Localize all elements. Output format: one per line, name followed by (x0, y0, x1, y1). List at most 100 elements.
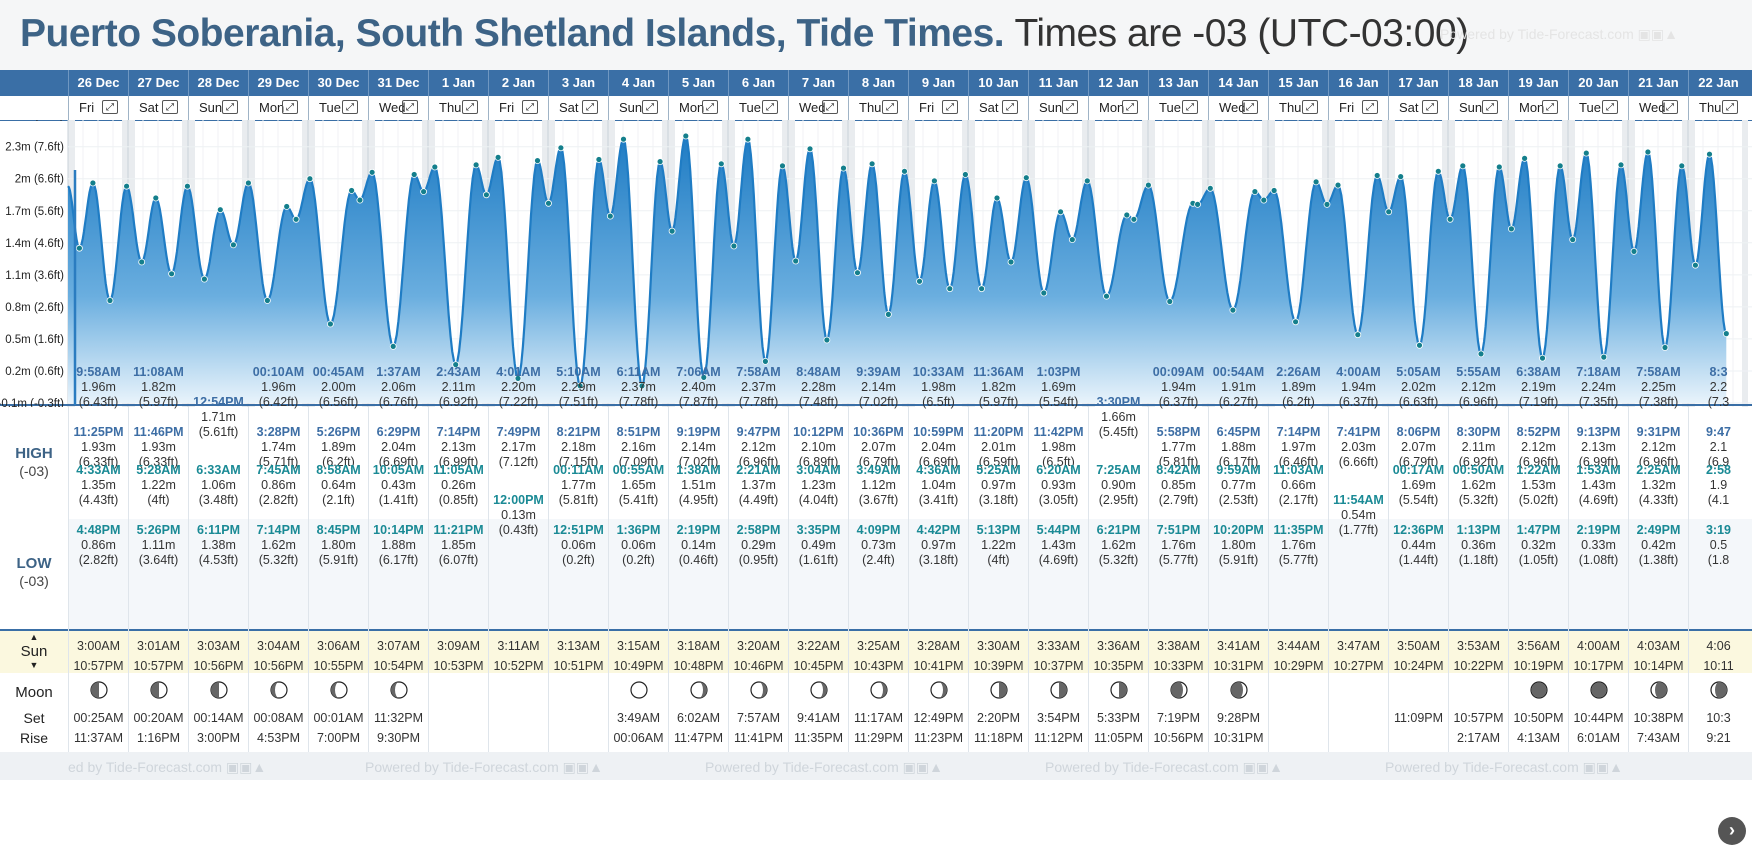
moonset-time: 00:25AM (73, 711, 124, 725)
high-tide-time: 10:33AM (912, 365, 965, 379)
date-cell: 30 Dec (308, 70, 368, 96)
low-tide-entry: 10:05AM 0.43m (1.41ft) (369, 463, 428, 508)
tide-chart-svg: -0.1m (-0.3ft) 0.2m (0.6ft) 0.5m (1.6ft) 0.… (0, 110, 1752, 410)
low-tide-entry: 6:11PM 1.38m (4.53ft) (189, 523, 248, 568)
expand-day-icon[interactable]: ⤢ (582, 100, 598, 114)
high-tide-height-ft: (6.37ft) (1338, 395, 1379, 409)
day-column: 8:48AM 2.28m (7.48ft) 10:12PM 2.10m (6.89ft) 3… (788, 365, 848, 752)
low-tide-time: 4:09PM (856, 523, 901, 537)
weekday-name: Thu (439, 100, 462, 115)
sunset-arrow-icon: ▼ (29, 660, 39, 670)
next-page-button[interactable]: › (1718, 817, 1746, 845)
expand-day-icon[interactable]: ⤢ (402, 100, 418, 114)
high-tide-height-m: 2.10m (801, 440, 836, 454)
title-location: Puerto Soberania, South Shetland Islands… (20, 12, 1005, 55)
expand-day-icon[interactable]: ⤢ (1722, 100, 1738, 114)
expand-day-icon[interactable]: ⤢ (102, 100, 118, 114)
high-tide-height-ft: (7.15ft) (558, 455, 599, 469)
low-tide-entry: 4:36AM 1.04m (3.41ft) (909, 463, 968, 508)
sunset-time: 10:56PM (253, 659, 304, 673)
expand-day-icon[interactable]: ⤢ (642, 100, 658, 114)
moonrise-time: 11:12PM (1033, 731, 1084, 745)
expand-day-icon[interactable]: ⤢ (1422, 100, 1438, 114)
expand-day-icon[interactable]: ⤢ (1242, 100, 1258, 114)
expand-day-icon[interactable]: ⤢ (1122, 100, 1138, 114)
expand-day-icon[interactable]: ⤢ (762, 100, 778, 114)
day-column: 7:58AM 2.37m (7.78ft) 9:47PM 2.12m (6.96ft) 2:… (728, 365, 788, 752)
sunset-time: 10:22PM (1453, 659, 1504, 673)
expand-day-icon[interactable]: ⤢ (1482, 100, 1498, 114)
expand-day-icon[interactable]: ⤢ (342, 100, 358, 114)
low-tide-time: 1:13PM (1456, 523, 1501, 537)
low-tide-entry: 6:20AM 0.93m (3.05ft) (1029, 463, 1088, 508)
tide-extreme-point (76, 244, 83, 252)
expand-day-icon[interactable]: ⤢ (702, 100, 718, 114)
sunrise-time: 3:41AM (1216, 639, 1261, 653)
high-tide-height-m: 1.82m (981, 380, 1016, 394)
low-tide-time: 10:05AM (372, 463, 425, 477)
expand-day-icon[interactable]: ⤢ (1602, 100, 1618, 114)
low-tide-entry: 5:44PM 1.43m (4.69ft) (1029, 523, 1088, 568)
weekday-cell: Mon ⤢ (668, 96, 728, 120)
day-column: 10:33AM 1.98m (6.5ft) 10:59PM 2.04m (6.69ft) 4… (908, 365, 968, 752)
expand-day-icon[interactable]: ⤢ (882, 100, 898, 114)
weekday-cell: Thu ⤢ (1688, 96, 1748, 120)
tide-extreme-point (762, 357, 769, 365)
expand-day-icon[interactable]: ⤢ (282, 100, 298, 114)
expand-day-icon[interactable]: ⤢ (1362, 100, 1378, 114)
high-tide-time: 9:47 (1705, 425, 1732, 439)
high-tide-height-ft: (7.35ft) (1578, 395, 1619, 409)
low-tide-entry: 9:59AM 0.77m (2.53ft) (1209, 463, 1268, 508)
low-tide-time: 12:00PM (493, 493, 544, 507)
sunrise-time: 3:56AM (1516, 639, 1561, 653)
weekday-name: Sat (1399, 100, 1419, 115)
expand-day-icon[interactable]: ⤢ (522, 100, 538, 114)
day-column: 2:43AM 2.11m (6.92ft) 7:14PM 2.13m (6.99ft) 11… (428, 365, 488, 752)
high-tide-entry: 2:26AM 1.89m (6.2ft) (1269, 365, 1328, 410)
expand-day-icon[interactable]: ⤢ (222, 100, 238, 114)
weekday-name: Thu (1699, 100, 1722, 115)
low-tide-entry: 11:35PM 1.76m (5.77ft) (1269, 523, 1328, 568)
tide-extreme-point (1123, 211, 1131, 219)
high-tide-height-ft: (6.33ft) (78, 455, 119, 469)
expand-day-icon[interactable]: ⤢ (1662, 100, 1678, 114)
low-tide-height-ft: (5.91ft) (318, 553, 359, 567)
low-tide-entry: 11:05AM 0.26m (0.85ft) (429, 463, 488, 508)
moonrise-time: 10:31PM (1213, 731, 1264, 745)
low-tide-entry: 00:50AM 1.62m (5.32ft) (1449, 463, 1508, 508)
low-tide-time: 2:49PM (1636, 523, 1681, 537)
expand-day-icon[interactable]: ⤢ (942, 100, 958, 114)
expand-day-icon[interactable]: ⤢ (1542, 100, 1558, 114)
high-tide-height-ft: (6.42ft) (258, 395, 299, 409)
date-cell: 5 Jan (668, 70, 728, 96)
expand-day-icon[interactable]: ⤢ (1002, 100, 1018, 114)
tide-extreme-point (1661, 344, 1669, 351)
date-cell: 19 Jan (1508, 70, 1568, 96)
high-tide-entry: 9:47 2.1 (6.9 (1689, 425, 1748, 470)
tide-extreme-point (1145, 181, 1152, 189)
tide-extreme-point (1722, 330, 1730, 338)
sunrise-time: 3:04AM (256, 639, 301, 653)
moonset-time: 3:54PM (1036, 711, 1081, 725)
low-tide-time: 10:20PM (1213, 523, 1264, 537)
high-tide-height-ft: (5.71ft) (258, 455, 299, 469)
expand-day-icon[interactable]: ⤢ (162, 100, 178, 114)
low-tide-height-ft: (1.8 (1707, 553, 1730, 567)
low-tide-time: 5:26PM (136, 523, 181, 537)
tide-extreme-point (306, 175, 314, 183)
expand-day-icon[interactable]: ⤢ (1182, 100, 1198, 114)
y-tick-label: 1.7m (5.6ft) (5, 206, 64, 218)
low-tide-time: 7:51PM (1156, 523, 1201, 537)
expand-day-icon[interactable]: ⤢ (1062, 100, 1078, 114)
tide-extreme-point (1617, 161, 1625, 169)
date-cell: 7 Jan (788, 70, 848, 96)
low-tide-height-ft: (5.54ft) (1398, 493, 1439, 507)
high-tide-height-m: 2.04m (921, 440, 956, 454)
weekday-name: Fri (919, 100, 935, 115)
expand-day-icon[interactable]: ⤢ (822, 100, 838, 114)
expand-day-icon[interactable]: ⤢ (1302, 100, 1318, 114)
expand-day-icon[interactable]: ⤢ (462, 100, 478, 114)
low-tide-height-ft: (6.07ft) (438, 553, 479, 567)
high-tide-height-ft: (6.63ft) (1398, 395, 1439, 409)
low-tide-height-ft: (1.41ft) (378, 493, 419, 507)
